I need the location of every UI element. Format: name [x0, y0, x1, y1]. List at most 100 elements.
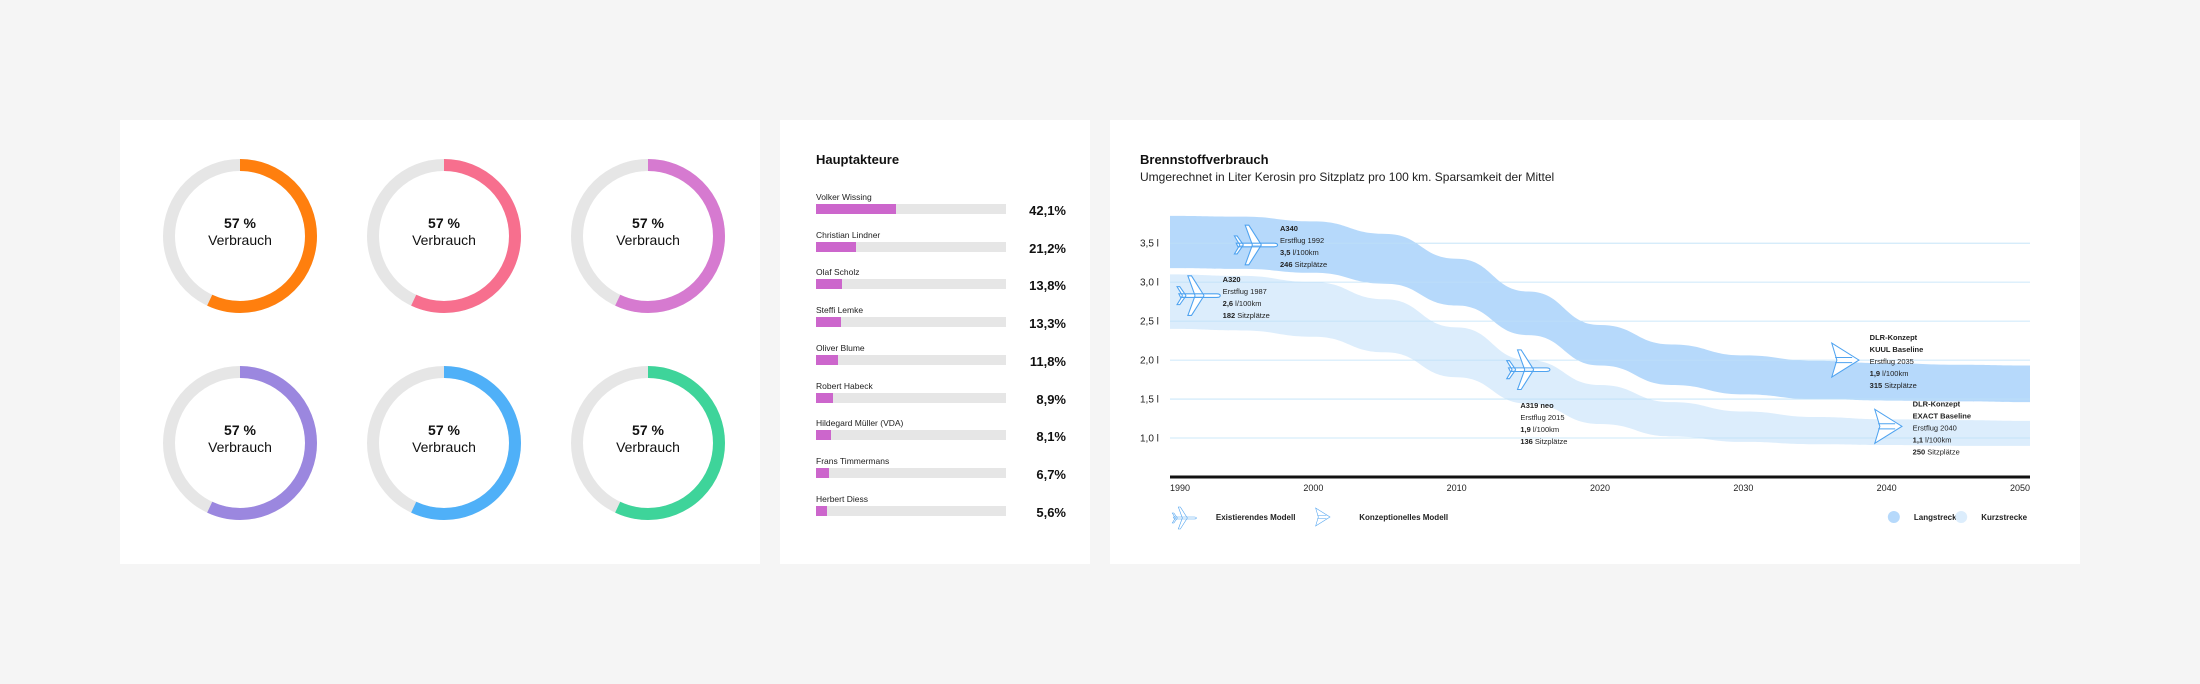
- donut-percent: 57 %: [632, 422, 664, 438]
- annotation-detail: DLR-Konzept: [1913, 399, 1961, 408]
- bar-track: [816, 467, 1006, 478]
- annotation-line: EXACT Baseline: [1913, 411, 1971, 420]
- bar-fill: [816, 430, 832, 441]
- bar-label: Robert Habeck: [816, 380, 873, 391]
- donut-chart: 57 % Verbrauch: [361, 153, 527, 319]
- donut-svg: [163, 159, 317, 313]
- annotation-value: 315: [1870, 381, 1883, 390]
- donut-arc: [571, 159, 725, 313]
- donut-svg: [367, 366, 521, 520]
- annotation-line: DLR-Konzept: [1870, 333, 1918, 342]
- donut-label: 57 % Verbrauch: [361, 215, 527, 249]
- donut-caption: Verbrauch: [412, 232, 476, 248]
- annotation-detail: EXACT Baseline: [1913, 411, 1971, 420]
- bar-value: 13,3%: [1029, 316, 1066, 332]
- x-tick-label: 2020: [1590, 483, 1610, 493]
- bar-row: Herbert Diess 5,6%: [816, 494, 1066, 522]
- bar-fill: [816, 241, 857, 252]
- y-tick-label: 1,0 l: [1140, 434, 1159, 445]
- x-tick-label: 2000: [1303, 483, 1323, 493]
- legend-concept-icon: [1315, 507, 1331, 527]
- fuel-panel: Brennstoffverbrauch Umgerechnet in Liter…: [1110, 120, 2080, 564]
- annotation-text: DLR-Konzept KUUL Baseline Erstflug 2035 1,9…: [1870, 333, 1924, 390]
- annotation-line: 1,9 l/100km: [1870, 369, 1909, 378]
- annotation-value: 3,5: [1280, 248, 1290, 257]
- donut-chart: 57 % Verbrauch: [565, 360, 731, 526]
- donut-caption: Verbrauch: [412, 439, 476, 455]
- annotation-line: 250 Sitzplätze: [1913, 447, 1960, 456]
- annotation-detail: Sitzplätze: [1235, 311, 1270, 320]
- annotation-detail: A340: [1280, 224, 1298, 233]
- y-tick-label: 3,0 l: [1140, 278, 1159, 289]
- annotation-line: 315 Sitzplätze: [1870, 381, 1917, 390]
- bar-value: 13,8%: [1029, 278, 1066, 294]
- annotation-line: Erstflug 1987: [1223, 287, 1267, 296]
- bar-label: Steffi Lemke: [816, 305, 864, 316]
- bar-value: 5,6%: [1036, 504, 1066, 520]
- legend-short-swatch: [1955, 511, 1968, 523]
- annotation-line: A319 neo: [1520, 401, 1554, 410]
- annotation-text: A340 Erstflug 1992 3,5 l/100km 246 Sitzplät…: [1280, 224, 1327, 269]
- bar-fill: [816, 354, 839, 365]
- donut-svg: [571, 366, 725, 520]
- annotation-detail: Erstflug 2035: [1870, 357, 1914, 366]
- bar-track: [816, 392, 1006, 403]
- annotation-line: A340: [1280, 224, 1298, 233]
- donut-percent: 57 %: [428, 215, 460, 231]
- bar-row: Olaf Scholz 13,8%: [816, 267, 1066, 295]
- donut-panel: 57 % Verbrauch 57 % Verbrauch 57 % Verbrauch 5…: [120, 120, 760, 564]
- bar-value: 8,9%: [1036, 391, 1066, 407]
- bar-value: 42,1%: [1029, 203, 1066, 218]
- donut-caption: Verbrauch: [616, 232, 680, 248]
- annotation-detail: l/100km: [1290, 248, 1318, 257]
- bar-track: [816, 279, 1006, 290]
- annotation-value: 1,9: [1520, 425, 1530, 434]
- concept-plane-icon: [1873, 408, 1903, 445]
- x-tick-label: 1990: [1170, 483, 1190, 493]
- annotation-detail: l/100km: [1531, 425, 1559, 434]
- annotation-value: 246: [1280, 260, 1293, 269]
- bar-value: 6,7%: [1036, 466, 1066, 482]
- x-tick-label: 2040: [1877, 483, 1897, 493]
- donut-svg: [163, 366, 317, 520]
- donut-arc: [367, 159, 521, 313]
- annotation-line: KUUL Baseline: [1870, 345, 1924, 354]
- bar-label: Frans Timmermans: [816, 455, 890, 466]
- bar-label: Herbert Diess: [816, 493, 868, 504]
- annotation-detail: Sitzplätze: [1925, 447, 1960, 456]
- annotation-value: 250: [1913, 447, 1926, 456]
- legend-existing-label: Existierendes Modell: [1216, 513, 1296, 522]
- donut-percent: 57 %: [224, 422, 256, 438]
- y-tick-label: 2,0 l: [1140, 356, 1159, 367]
- bar-fill: [816, 505, 827, 516]
- donut-label: 57 % Verbrauch: [157, 422, 323, 456]
- bar-value: 21,2%: [1029, 240, 1066, 256]
- donut-chart: 57 % Verbrauch: [565, 153, 731, 319]
- bar-fill: [816, 204, 896, 214]
- bar-fill: [816, 467, 829, 478]
- annotation-line: 182 Sitzplätze: [1223, 311, 1270, 320]
- bar-row: Frans Timmermans 6,7%: [816, 456, 1066, 484]
- legend-existing-icon: [1171, 506, 1197, 530]
- annotation-line: A320: [1223, 275, 1241, 284]
- annotation-detail: A319 neo: [1520, 401, 1554, 410]
- bar-label: Oliver Blume: [816, 342, 865, 353]
- annotation-line: 246 Sitzplätze: [1280, 260, 1327, 269]
- bar-row: Oliver Blume 11,8%: [816, 343, 1066, 371]
- series-band-langstrecke: [1170, 215, 2030, 403]
- donut-caption: Verbrauch: [616, 439, 680, 455]
- annotation-line: Erstflug 2015: [1520, 413, 1564, 422]
- annotation-line: 2,6 l/100km: [1223, 299, 1262, 308]
- x-tick-label: 2030: [1733, 483, 1753, 493]
- bar-fill: [816, 317, 842, 328]
- bar-track: [816, 204, 1006, 214]
- annotation-line: 1,9 l/100km: [1520, 425, 1559, 434]
- bar-row: Robert Habeck 8,9%: [816, 381, 1066, 409]
- bar-label: Christian Lindner: [816, 229, 881, 240]
- donut-caption: Verbrauch: [208, 232, 272, 248]
- bars-panel: Hauptakteure Volker Wissing 42,1% Christia…: [780, 120, 1090, 564]
- bar-track: [816, 317, 1006, 328]
- y-tick-label: 2,5 l: [1140, 317, 1159, 328]
- annotation-detail: KUUL Baseline: [1870, 345, 1924, 354]
- annotation-line: Erstflug 2035: [1870, 357, 1914, 366]
